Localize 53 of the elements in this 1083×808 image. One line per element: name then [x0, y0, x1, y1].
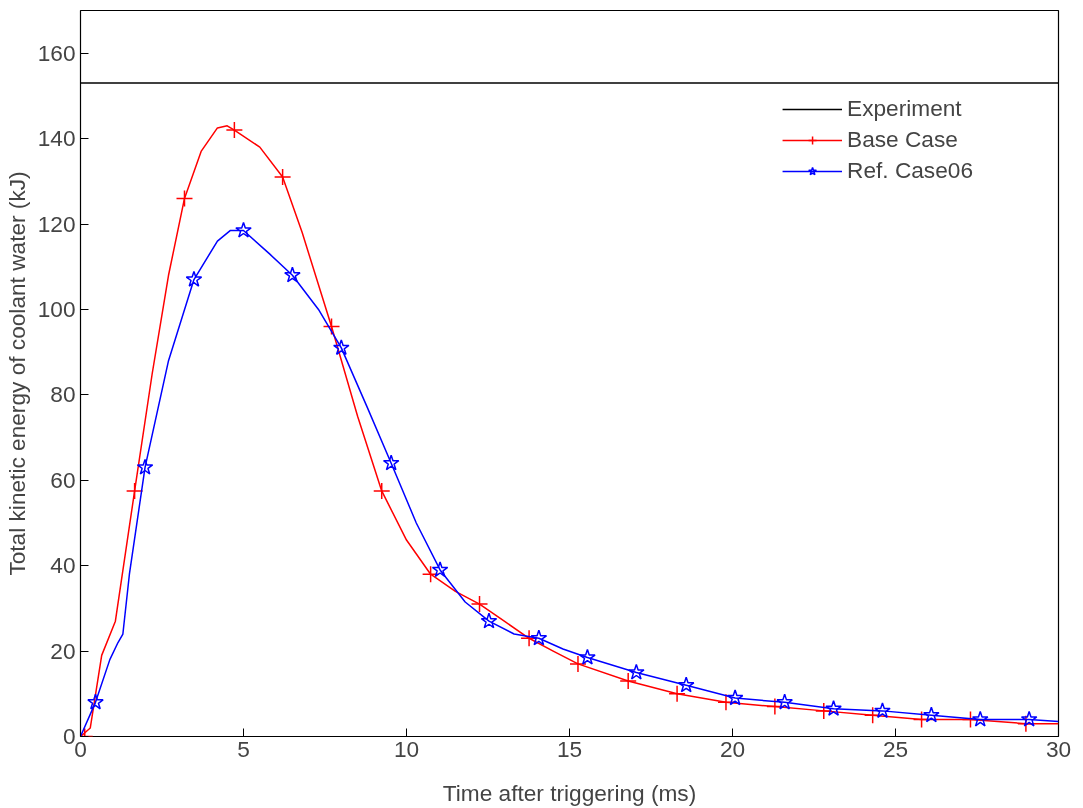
point: [825, 699, 842, 716]
point: [322, 317, 341, 336]
x-tick-label: 10: [393, 735, 420, 762]
y-tick-label: 60: [50, 466, 76, 493]
point: [273, 168, 292, 186]
point: [530, 629, 548, 646]
y-tick-label: 100: [37, 295, 76, 322]
point: [470, 595, 489, 613]
legend-label: Ref. Case06: [847, 157, 973, 184]
legend-label: Base Case: [847, 126, 958, 153]
point: [332, 339, 350, 356]
point: [185, 270, 203, 287]
point: [372, 482, 391, 500]
x-tick-label: 5: [237, 735, 250, 762]
y-tick-label: 120: [37, 210, 76, 237]
x-axis-title: Time after triggering (ms): [442, 779, 697, 806]
y-tick-label: 140: [37, 125, 76, 152]
point: [923, 706, 940, 723]
point: [235, 221, 252, 238]
y-axis-title: Total kinetic energy of coolant water (kJ): [3, 171, 30, 576]
point: [1020, 710, 1038, 727]
x-tick-label: 30: [1045, 735, 1072, 762]
point: [569, 655, 587, 673]
y-tick-label: 80: [50, 381, 76, 408]
y-tick-label: 40: [50, 552, 76, 579]
x-tick-label: 15: [556, 735, 583, 762]
point: [480, 612, 498, 629]
point: [284, 266, 301, 283]
point: [863, 706, 882, 724]
point: [668, 685, 686, 703]
point: [87, 693, 104, 710]
point: [125, 482, 144, 500]
point: [874, 702, 891, 719]
point: [225, 121, 244, 139]
x-tick-label: 20: [719, 735, 746, 762]
y-tick-label: 160: [37, 39, 76, 66]
point: [579, 648, 596, 665]
point: [421, 565, 440, 583]
point: [776, 693, 794, 710]
point: [431, 561, 449, 578]
x-tick-label: 25: [882, 735, 909, 762]
point: [971, 710, 989, 727]
point: [627, 663, 645, 680]
point: [136, 458, 154, 475]
point: [382, 454, 400, 471]
legend-label: Experiment: [847, 95, 962, 122]
point: [677, 676, 695, 693]
point: [175, 189, 194, 208]
point: [815, 702, 833, 720]
y-tick-label: 20: [50, 637, 76, 664]
point: [766, 697, 784, 716]
point: [726, 689, 744, 706]
point: [619, 672, 637, 690]
